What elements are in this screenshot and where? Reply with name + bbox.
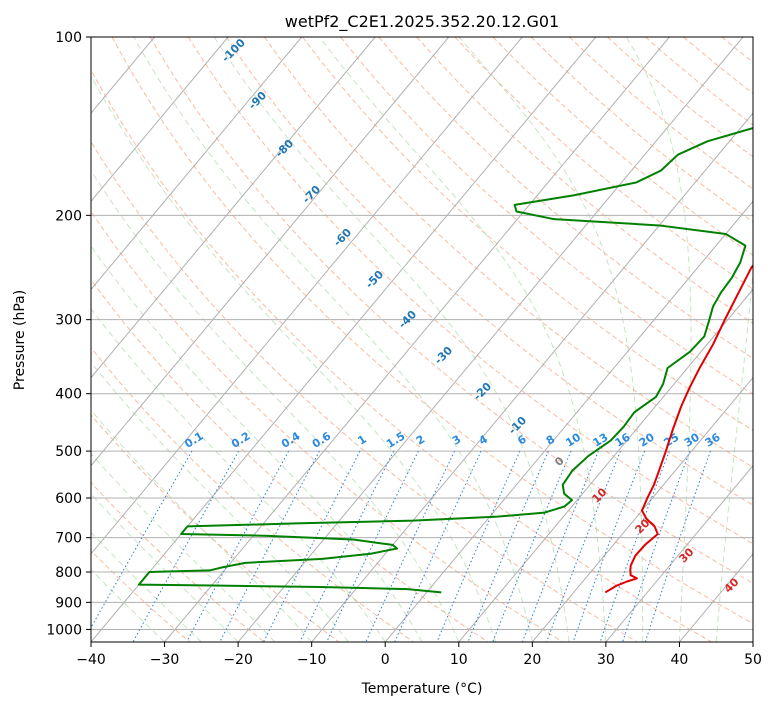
temperature-line — [604, 264, 753, 594]
isotherm-line — [531, 376, 753, 642]
x-tick-label: −30 — [150, 652, 180, 668]
moist-adiabat-line — [715, 267, 753, 642]
x-tick-label: 50 — [744, 652, 762, 668]
dry-adiabat-line — [91, 346, 414, 642]
dry-adiabat-line — [111, 37, 753, 625]
mixing-ratio-line — [599, 450, 670, 642]
y-tick-label: 1000 — [46, 622, 82, 638]
dry-adiabat-line — [187, 37, 753, 545]
moist-adiabat-line — [91, 245, 423, 642]
isotherm-line — [91, 37, 229, 203]
isotherm-line — [0, 37, 7, 642]
mixing-ratio-line — [186, 450, 290, 642]
moist-adiabat-line — [91, 74, 497, 642]
y-tick-label: 400 — [55, 387, 82, 403]
isotherm-line — [91, 37, 303, 291]
dry-adiabat-line — [91, 210, 563, 642]
chart-title: wetPf2_C2E1.2025.352.20.12.G01 — [285, 12, 559, 32]
x-axis-label: Temperature (°C) — [361, 681, 483, 697]
moist-adiabat-line — [91, 307, 386, 642]
moist-adiabat-line — [752, 637, 753, 642]
dry-adiabat-line — [225, 37, 753, 506]
mixing-ratio-line — [394, 450, 482, 642]
moist-adiabat-line — [91, 531, 202, 642]
moist-adiabat-line — [213, 37, 570, 642]
isotherm-line — [752, 641, 753, 642]
dry-adiabat-line — [91, 414, 340, 642]
moist-adiabat-line — [625, 37, 692, 642]
x-tick-label: −20 — [223, 652, 253, 668]
isotherm-line — [91, 37, 376, 379]
mixing-ratio-line — [326, 450, 419, 642]
y-tick-label: 500 — [55, 444, 82, 460]
x-tick-label: 10 — [450, 652, 468, 668]
mixing-ratio-line — [622, 450, 691, 642]
dewpoint-line — [137, 127, 753, 594]
y-tick-label: 300 — [55, 313, 82, 329]
dry-adiabat-line — [760, 37, 775, 642]
moist-adiabat-line — [133, 37, 533, 642]
y-axis-label: Pressure (hPa) — [12, 290, 28, 390]
isotherm-line — [164, 37, 670, 642]
background-lines — [0, 37, 775, 642]
dry-adiabat-line — [492, 37, 753, 256]
y-tick-label: 200 — [55, 208, 82, 224]
dry-adiabat-line — [91, 68, 713, 642]
x-tick-label: 20 — [523, 652, 541, 668]
mixing-ratio-line — [132, 450, 240, 642]
isotherm-line — [311, 112, 753, 642]
x-tick-label: −40 — [76, 652, 106, 668]
x-tick-label: 30 — [597, 652, 615, 668]
y-tick-label: 700 — [55, 531, 82, 547]
mixing-ratio-line — [219, 450, 320, 642]
plot-frame — [90, 36, 754, 643]
dry-adiabat-line — [416, 37, 753, 325]
y-tick-label: 900 — [55, 595, 82, 611]
mixing-ratio-line — [299, 450, 395, 642]
y-axis-ticks: 100 200 300 400 500 600 700 800 900 1000 — [46, 30, 91, 638]
isotherm-line — [384, 200, 753, 642]
y-tick-label: 600 — [55, 491, 82, 507]
dry-adiabat-line — [378, 37, 753, 360]
mixing-ratio-line — [467, 450, 549, 642]
isotherm-line — [91, 37, 597, 642]
isotherm-line — [458, 288, 753, 642]
mixing-ratio-line — [436, 450, 521, 642]
x-axis-ticks: −40 −30 −20 −10 0 10 20 30 40 50 — [76, 642, 762, 668]
x-tick-label: −10 — [297, 652, 327, 668]
isotherm-line — [91, 37, 450, 467]
dry-adiabat-line — [91, 481, 265, 642]
moist-adiabat-line — [91, 361, 349, 642]
mixing-ratio-line — [644, 450, 711, 642]
sounding-series — [137, 127, 753, 594]
isotherm-line — [237, 37, 744, 642]
mixing-ratio-line — [492, 450, 572, 642]
plot-area — [91, 37, 753, 642]
isotherm-line — [91, 37, 523, 555]
dry-adiabat-line — [91, 140, 638, 642]
isotherm-line — [605, 464, 753, 642]
mixing-ratio-line — [91, 450, 193, 629]
dry-adiabat-line — [340, 37, 753, 395]
dry-adiabat-line — [302, 37, 753, 431]
moist-adiabat-line — [91, 568, 165, 642]
x-tick-label: 0 — [381, 652, 390, 668]
moist-adiabat-line — [318, 37, 607, 642]
y-tick-label: 800 — [55, 565, 82, 581]
dry-adiabat-line — [568, 37, 753, 190]
dry-adiabat-line — [149, 37, 753, 584]
y-tick-label: 100 — [55, 30, 82, 46]
x-tick-label: 40 — [671, 652, 689, 668]
